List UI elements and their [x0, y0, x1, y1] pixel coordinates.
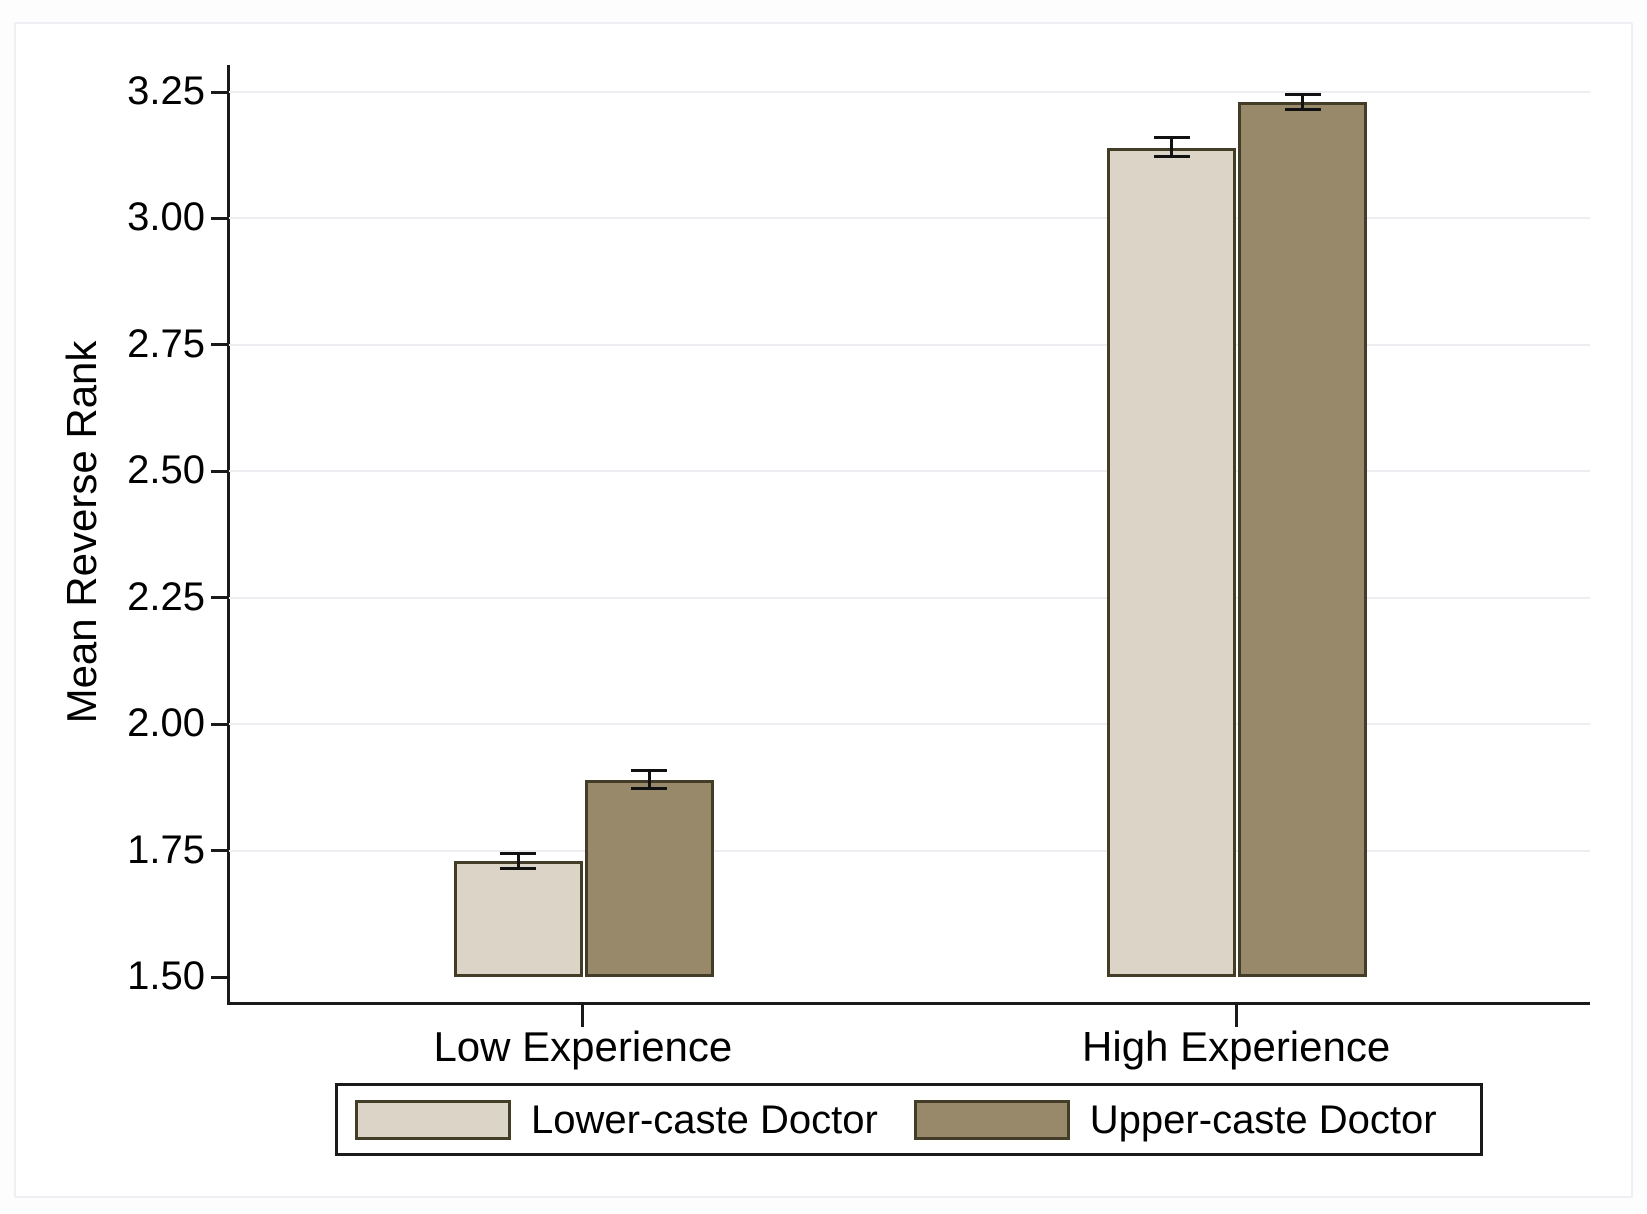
y-tick-label-1-75: 1.75	[127, 827, 205, 872]
gridline-3-25	[229, 91, 1590, 93]
y-tick-2-75	[211, 343, 229, 347]
error-bar-high-experience-lower-caste-doctor	[1170, 137, 1174, 156]
y-tick-label-3-00: 3.00	[127, 195, 205, 240]
gridline-2-50	[229, 470, 1590, 473]
legend-item-lower-caste-doctor: Lower-caste Doctor	[355, 1097, 878, 1142]
legend-swatch-lower-caste-doctor	[355, 1099, 511, 1140]
legend-label-lower-caste-doctor: Lower-caste Doctor	[531, 1097, 878, 1142]
y-tick-label-1-50: 1.50	[127, 954, 205, 999]
error-bar-high-experience-upper-caste-doctor	[1301, 93, 1305, 110]
bar-low-experience-lower-caste-doctor	[453, 860, 583, 977]
error-bar-low-experience-upper-caste-doctor	[647, 770, 651, 789]
bar-low-experience-upper-caste-doctor	[584, 779, 714, 977]
gridline-2-75	[229, 343, 1590, 346]
bar-high-experience-lower-caste-doctor	[1107, 147, 1237, 977]
x-tick-high-experience	[1234, 1005, 1238, 1027]
x-tick-low-experience	[581, 1005, 585, 1027]
y-tick-label-3-25: 3.25	[127, 69, 205, 114]
y-tick-1-50	[211, 975, 229, 979]
gridline-1-75	[229, 849, 1590, 852]
error-bar-low-experience-lower-caste-doctor	[516, 852, 520, 869]
y-tick-2-50	[211, 469, 229, 473]
y-tick-label-2-75: 2.75	[127, 322, 205, 367]
error-bar-cap-bottom-low-experience-lower-caste-doctor	[500, 867, 537, 871]
bar-high-experience-upper-caste-doctor	[1238, 102, 1368, 977]
error-bar-cap-top-high-experience-upper-caste-doctor	[1284, 92, 1321, 96]
x-axis-label-high-experience: High Experience	[1082, 1023, 1391, 1070]
error-bar-cap-top-high-experience-lower-caste-doctor	[1153, 136, 1190, 139]
y-tick-2-00	[211, 722, 229, 726]
y-tick-label-2-25: 2.25	[127, 574, 205, 619]
error-bar-cap-top-low-experience-upper-caste-doctor	[631, 769, 668, 773]
y-tick-label-2-50: 2.50	[127, 448, 205, 493]
legend-label-upper-caste-doctor: Upper-caste Doctor	[1089, 1097, 1437, 1142]
legend: Lower-caste Doctor Upper-caste Doctor	[335, 1083, 1483, 1156]
legend-swatch-upper-caste-doctor	[913, 1099, 1070, 1140]
y-tick-2-25	[211, 596, 229, 600]
y-axis-title: Mean Reverse Rank	[58, 340, 105, 724]
error-bar-cap-top-low-experience-lower-caste-doctor	[500, 851, 537, 855]
legend-item-upper-caste-doctor: Upper-caste Doctor	[913, 1097, 1437, 1142]
error-bar-cap-bottom-high-experience-upper-caste-doctor	[1284, 108, 1321, 112]
y-tick-3-00	[211, 216, 229, 220]
error-bar-cap-bottom-low-experience-upper-caste-doctor	[631, 787, 668, 791]
gridline-2-25	[229, 596, 1590, 599]
y-axis-line	[227, 65, 230, 1005]
y-tick-label-2-00: 2.00	[127, 701, 205, 746]
y-tick-3-25	[211, 90, 229, 94]
error-bar-cap-bottom-high-experience-lower-caste-doctor	[1153, 154, 1190, 158]
gridline-2-00	[229, 723, 1590, 726]
y-tick-1-75	[211, 849, 229, 853]
gridline-3-00	[229, 217, 1590, 220]
x-axis-line	[227, 1002, 1590, 1005]
x-axis-label-low-experience: Low Experience	[433, 1023, 733, 1070]
